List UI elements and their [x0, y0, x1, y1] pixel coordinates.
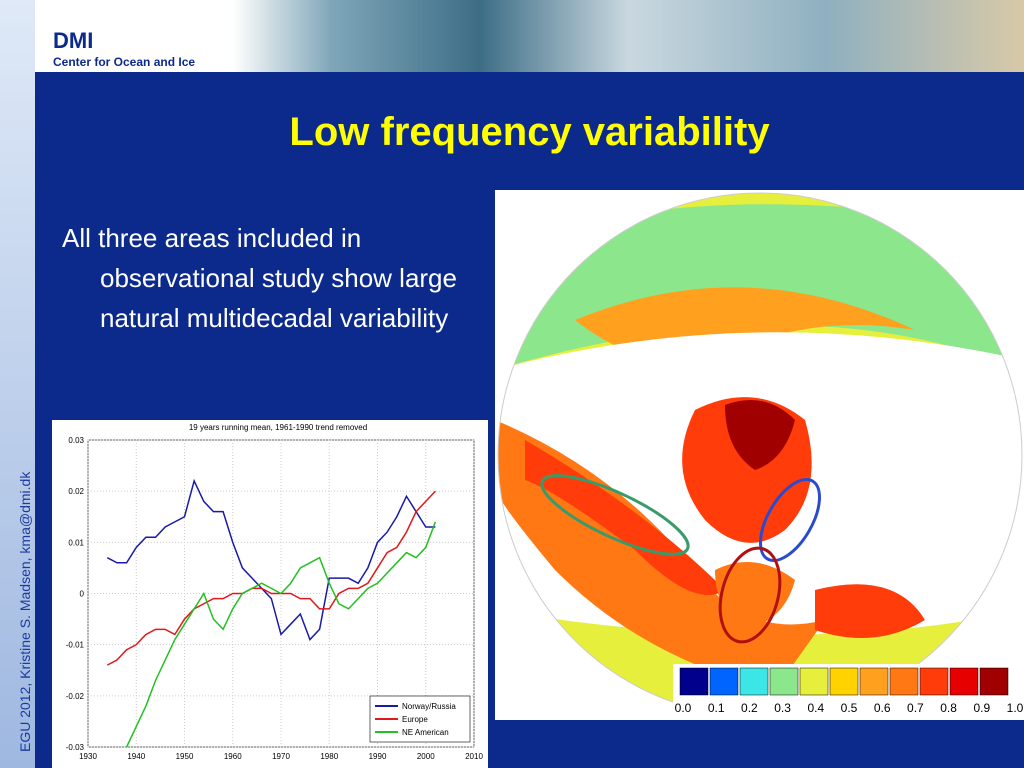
colorbar-label: 0.1	[708, 701, 725, 715]
colorbar-swatch	[769, 667, 799, 696]
colorbar-label: 0.2	[741, 701, 758, 715]
colorbar-swatch	[829, 667, 859, 696]
y-tick-label: 0.01	[68, 538, 84, 547]
logo: DMI	[53, 28, 94, 53]
x-tick-label: 1930	[79, 752, 97, 761]
correlation-map: 0.0 0.1 0.2 0.3 0.4 0.5 0.6 0.7 0.8 0.9 1.0	[495, 190, 1024, 720]
legend-label: Norway/Russia	[402, 702, 456, 711]
map-globe	[498, 193, 1022, 717]
y-tick-label: 0.02	[68, 487, 84, 496]
colorbar-swatch	[949, 667, 979, 696]
highlight-ellipse	[718, 546, 782, 644]
colorbar-label: 0.8	[940, 701, 957, 715]
x-tick-label: 2010	[465, 752, 483, 761]
x-tick-label: 2000	[417, 752, 435, 761]
y-tick-label: -0.03	[66, 743, 85, 752]
x-tick-label: 1990	[369, 752, 387, 761]
side-bar	[0, 0, 35, 768]
highlight-ellipse	[540, 474, 690, 556]
y-tick-label: 0.03	[68, 436, 84, 445]
colorbar-label: 0.0	[675, 701, 692, 715]
x-tick-label: 1960	[224, 752, 242, 761]
colorbar-swatch	[679, 667, 709, 696]
series-line	[125, 521, 437, 748]
y-tick-label: 0	[80, 590, 85, 599]
y-tick-label: -0.02	[66, 692, 85, 701]
colorbar-label: 0.9	[973, 701, 990, 715]
slide-title: Low frequency variability	[289, 110, 770, 154]
line-chart: 19 years running mean, 1961-1990 trend r…	[52, 420, 488, 768]
legend-label: NE American	[402, 728, 449, 737]
side-text: EGU 2012, Kristine S. Madsen, kma@dmi.dk	[17, 471, 33, 752]
colorbar-label: 0.3	[774, 701, 791, 715]
chart-title: 19 years running mean, 1961-1990 trend r…	[189, 423, 367, 432]
colorbar-label: 0.7	[907, 701, 924, 715]
x-tick-label: 1970	[272, 752, 290, 761]
series-line	[106, 478, 436, 641]
series-line	[106, 490, 436, 666]
colorbar-label: 0.4	[807, 701, 824, 715]
header: DMI Center for Ocean and Ice	[35, 0, 1024, 72]
colorbar-label: 0.6	[874, 701, 891, 715]
colorbar-swatch	[919, 667, 949, 696]
highlight-ellipse	[759, 478, 821, 562]
x-tick-label: 1980	[320, 752, 338, 761]
y-tick-label: -0.01	[66, 641, 85, 650]
legend-label: Europe	[402, 715, 428, 724]
colorbar-label: 0.5	[841, 701, 858, 715]
x-tick-label: 1950	[176, 752, 194, 761]
colorbar-swatch	[739, 667, 769, 696]
colorbar-swatch	[889, 667, 919, 696]
bullet-text: All three areas included in observationa…	[62, 223, 457, 333]
colorbar-swatch	[799, 667, 829, 696]
colorbar-label: 1.0	[1007, 701, 1024, 715]
colorbar-swatch	[859, 667, 889, 696]
x-tick-label: 1940	[127, 752, 145, 761]
header-subtitle: Center for Ocean and Ice	[53, 55, 196, 69]
colorbar-swatch	[979, 667, 1009, 696]
colorbar-swatch	[709, 667, 739, 696]
